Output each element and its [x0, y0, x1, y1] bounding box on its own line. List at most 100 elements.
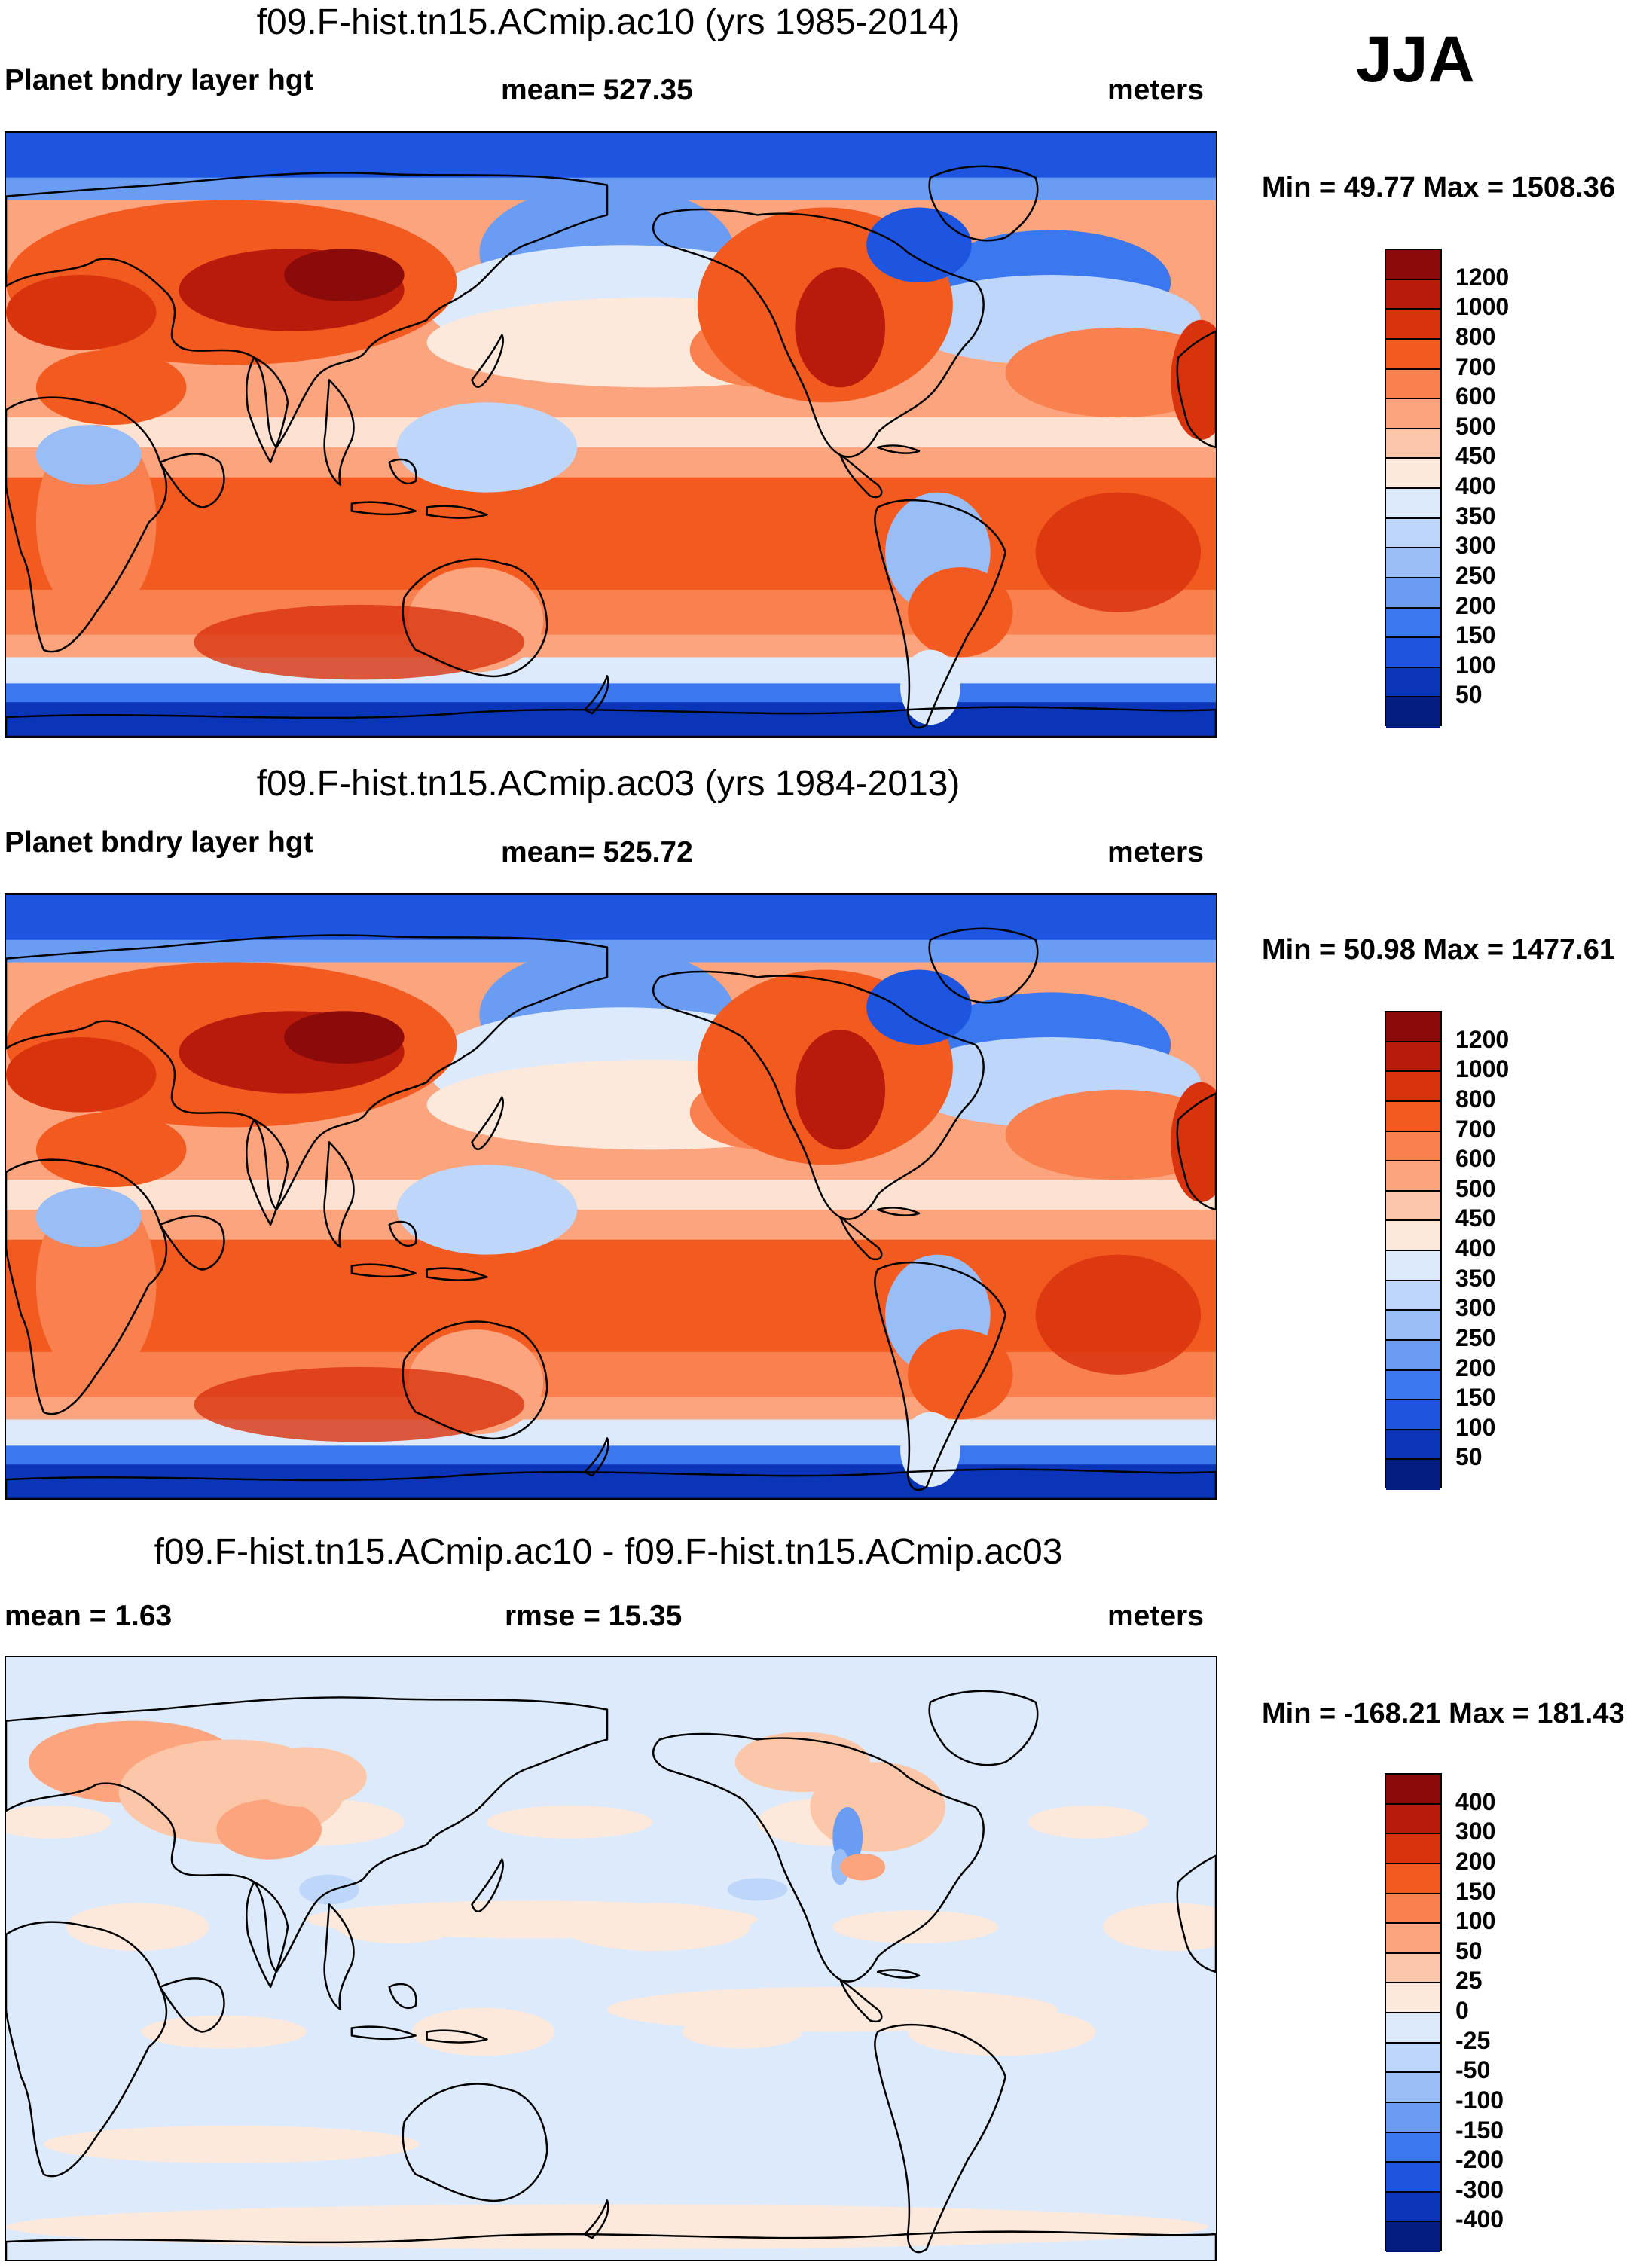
- field-blob: [487, 1806, 652, 1839]
- colorbar-tick-label: 200: [1455, 1847, 1496, 1875]
- colorbar-swatch: [1386, 2073, 1440, 2103]
- coastline: [426, 2029, 488, 2044]
- colorbar-swatch: [1386, 697, 1440, 728]
- field-blob: [1171, 1082, 1216, 1202]
- colorbar-swatch: [1386, 608, 1440, 639]
- coastline: [323, 379, 355, 486]
- colorbar-swatch: [1386, 1281, 1440, 1311]
- field-blob: [216, 1799, 322, 1860]
- colorbar-tick-label: 300: [1455, 1294, 1496, 1322]
- colorbar-tick-label: 1000: [1455, 293, 1510, 321]
- field-blob: [284, 249, 405, 301]
- colorbar-tick-label: 450: [1455, 1204, 1496, 1232]
- panel-1-mean-label: mean= 527.35: [501, 74, 693, 106]
- panel-2-minmax: Min = 50.98 Max = 1477.61: [1262, 934, 1615, 966]
- coastline: [652, 208, 985, 458]
- colorbar-tick-label: -200: [1455, 2146, 1504, 2174]
- coastline: [876, 1207, 921, 1216]
- coastline: [876, 444, 921, 454]
- field-blob: [194, 604, 525, 680]
- colorbar-tick-label: 0: [1455, 1997, 1469, 2024]
- panel-3-rmse-label: rmse = 15.35: [505, 1600, 683, 1632]
- coastline: [350, 2025, 417, 2041]
- coastline: [323, 1141, 355, 1248]
- field-blob: [1035, 492, 1202, 612]
- field-blob: [194, 1366, 525, 1442]
- colorbar-swatch: [1386, 339, 1440, 370]
- coastline: [159, 453, 225, 508]
- colorbar-swatch: [1386, 1012, 1440, 1042]
- field-blob: [866, 207, 972, 283]
- colorbar-swatch: [1386, 548, 1440, 578]
- panel-3-title: f09.F-hist.tn15.ACmip.ac10 - f09.F-hist.…: [154, 1532, 1063, 1572]
- coastline: [6, 1921, 168, 2178]
- colorbar-swatch: [1386, 667, 1440, 698]
- colorbar-swatch: [1386, 1191, 1440, 1222]
- field-band: [6, 1351, 1216, 1397]
- coastline: [350, 1263, 417, 1278]
- panel-2-title: f09.F-hist.tn15.ACmip.ac03 (yrs 1984-201…: [256, 764, 960, 804]
- coastline: [874, 2023, 1006, 2254]
- coastline: [471, 334, 504, 388]
- panel-1-map-svg: [6, 133, 1216, 737]
- colorbar-tick-label: 300: [1455, 532, 1496, 560]
- field-blob: [35, 1112, 187, 1188]
- field-blob: [832, 1910, 998, 1944]
- field-blob: [299, 1874, 359, 1905]
- coastline: [6, 396, 168, 653]
- coastline: [402, 558, 548, 678]
- colorbar-tick-label: -400: [1455, 2205, 1504, 2233]
- colorbar-swatch: [1386, 1131, 1440, 1162]
- coastline: [838, 453, 883, 499]
- colorbar-swatch: [1386, 578, 1440, 609]
- colorbar-tick-label: 400: [1455, 1787, 1496, 1815]
- panel-1-title: f09.F-hist.tn15.ACmip.ac10 (yrs 1985-201…: [256, 2, 960, 42]
- panel-1-colorbar: [1385, 249, 1442, 728]
- coastline: [388, 458, 417, 485]
- field-blob: [1005, 327, 1216, 418]
- coastline: [928, 165, 1039, 242]
- colorbar-swatch: [1386, 1804, 1440, 1835]
- colorbar-tick-label: 700: [1455, 1115, 1496, 1143]
- colorbar-swatch: [1386, 279, 1440, 310]
- field-band: [6, 477, 1216, 590]
- coastline: [159, 1215, 225, 1271]
- coastline: [583, 675, 609, 715]
- field-blob: [66, 1903, 209, 1952]
- colorbar-swatch: [1386, 1834, 1440, 1864]
- colorbar-tick-label: 600: [1455, 383, 1496, 411]
- colorbar-tick-label: 450: [1455, 442, 1496, 470]
- panel-2-units-label: meters: [1107, 836, 1204, 868]
- field-blob: [866, 969, 972, 1045]
- colorbar-tick-label: 50: [1455, 681, 1483, 709]
- colorbar-swatch: [1386, 2132, 1440, 2163]
- colorbar-tick-label: 500: [1455, 412, 1496, 440]
- field-blob: [396, 402, 578, 493]
- coastline: [402, 2083, 548, 2202]
- field-blob: [727, 1878, 788, 1901]
- colorbar-tick-label: 500: [1455, 1174, 1496, 1202]
- panel-3-mean-label: mean = 1.63: [5, 1600, 173, 1632]
- colorbar-tick-label: 400: [1455, 1235, 1496, 1262]
- colorbar-tick-label: 350: [1455, 1264, 1496, 1292]
- coastline: [928, 927, 1039, 1004]
- coastline: [6, 706, 1216, 737]
- colorbar-swatch: [1386, 459, 1440, 489]
- coastline: [388, 1983, 417, 2010]
- panel-3-map-svg: [6, 1657, 1216, 2260]
- colorbar-swatch: [1386, 1340, 1440, 1371]
- colorbar-tick-label: -150: [1455, 2116, 1504, 2144]
- colorbar-tick-label: 50: [1455, 1443, 1483, 1471]
- coastline: [471, 1096, 504, 1150]
- colorbar-swatch: [1386, 1161, 1440, 1192]
- panel-2-map: [5, 893, 1217, 1500]
- colorbar-swatch: [1386, 1400, 1440, 1430]
- colorbar-tick-label: 1200: [1455, 263, 1510, 291]
- coastline: [652, 1732, 985, 1983]
- field-band: [6, 657, 1216, 688]
- coastline: [246, 1119, 289, 1226]
- colorbar-swatch: [1386, 1953, 1440, 1984]
- colorbar-tick-label: 200: [1455, 1354, 1496, 1381]
- field-blob: [35, 350, 187, 426]
- field-blob: [6, 1037, 157, 1113]
